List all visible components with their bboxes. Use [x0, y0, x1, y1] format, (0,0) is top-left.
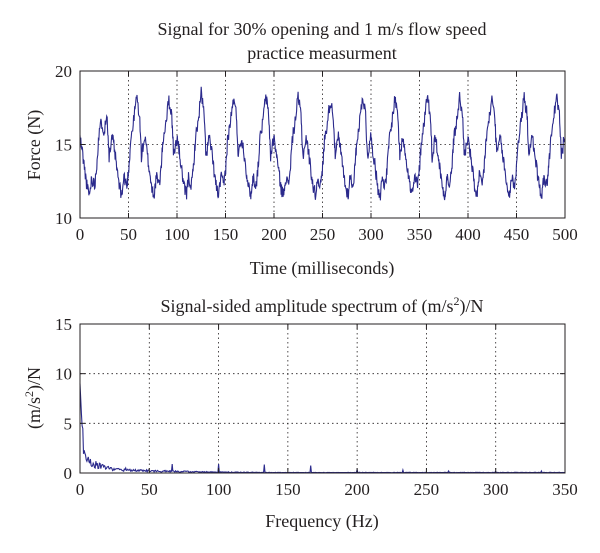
x-tick-label: 250 — [414, 480, 440, 499]
force-time-chart: Signal for 30% opening and 1 m/s flow sp… — [24, 19, 578, 279]
x-tick-label: 300 — [358, 225, 384, 244]
x-tick-label: 250 — [310, 225, 336, 244]
chart2-x-axis-label: Frequency (Hz) — [265, 511, 378, 532]
x-tick-label: 0 — [76, 480, 85, 499]
y-tick-label: 15 — [55, 315, 72, 334]
chart1-title-line2: practice measurment — [247, 43, 396, 63]
x-tick-label: 150 — [213, 225, 239, 244]
chart2-title-sup: 2 — [453, 294, 459, 308]
chart2-title-prefix: Signal-sided amplitude spectrum of (m/s — [161, 296, 454, 317]
chart1-ticks: 0 50 100 150 200 250 300 350 400 450 500 10 15 20 — [55, 62, 578, 244]
chart2-series-line — [79, 383, 565, 474]
chart2-title-suffix: )/N — [459, 296, 483, 317]
x-tick-label: 50 — [120, 225, 137, 244]
x-tick-label: 100 — [206, 480, 232, 499]
x-tick-label: 400 — [455, 225, 481, 244]
x-tick-label: 350 — [552, 480, 578, 499]
x-tick-label: 500 — [552, 225, 578, 244]
x-tick-label: 100 — [164, 225, 190, 244]
y-tick-label: 10 — [55, 365, 72, 384]
x-tick-label: 200 — [344, 480, 370, 499]
chart2-plot-frame — [79, 323, 566, 474]
chart2-ylabel-prefix: (m/s — [24, 397, 45, 429]
y-tick-label: 10 — [55, 209, 72, 228]
chart1-x-axis-label: Time (milliseconds) — [250, 258, 395, 279]
chart2-ylabel-suffix: )/N — [24, 367, 45, 391]
chart2-y-axis-label: (m/s2)/N — [22, 367, 45, 429]
chart2-ticks: 0 50 100 150 200 250 300 350 0 5 10 15 — [55, 315, 578, 499]
y-tick-label: 0 — [64, 464, 73, 483]
y-tick-label: 20 — [55, 62, 72, 81]
x-tick-label: 0 — [76, 225, 85, 244]
x-tick-label: 50 — [141, 480, 158, 499]
chart1-series-line — [79, 86, 566, 201]
x-tick-label: 150 — [275, 480, 301, 499]
chart2-title: Signal-sided amplitude spectrum of (m/s2… — [161, 294, 484, 317]
chart1-y-axis-label: Force (N) — [24, 110, 45, 180]
x-tick-label: 200 — [261, 225, 287, 244]
y-tick-label: 15 — [55, 136, 72, 155]
x-tick-label: 450 — [504, 225, 530, 244]
amplitude-spectrum-chart: Signal-sided amplitude spectrum of (m/s2… — [22, 294, 578, 532]
chart2-ylabel-sup: 2 — [22, 391, 36, 397]
chart2-grid — [80, 324, 565, 473]
x-tick-label: 350 — [407, 225, 433, 244]
y-tick-label: 5 — [64, 414, 73, 433]
chart1-title-line1: Signal for 30% opening and 1 m/s flow sp… — [158, 19, 487, 39]
x-tick-label: 300 — [483, 480, 509, 499]
